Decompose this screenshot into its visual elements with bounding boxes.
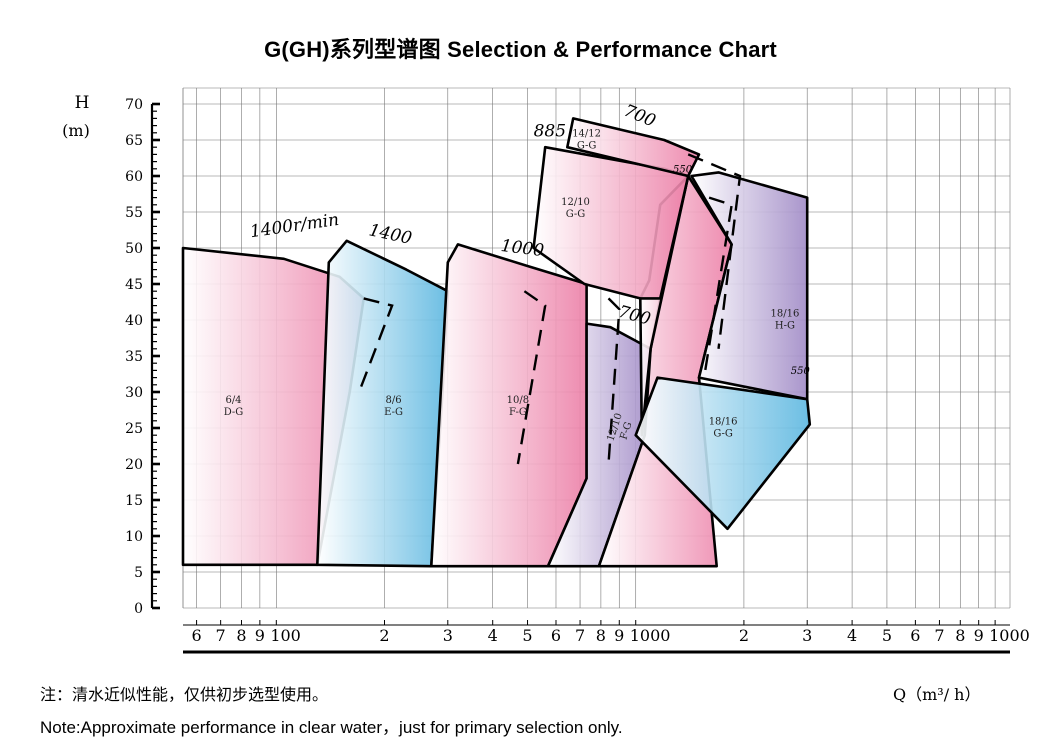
series-label-line: 18/16: [709, 416, 738, 427]
x-tick-label: 1000: [630, 626, 671, 645]
speed-label-7: 550: [791, 366, 811, 377]
x-tick-label: 3: [443, 626, 453, 645]
y-tick-label: 25: [125, 421, 143, 437]
x-tick-label: 7: [934, 626, 944, 645]
x-tick-label: 2: [379, 626, 389, 645]
x-tick-label: 6: [910, 626, 920, 645]
y-tick-label: 60: [125, 169, 143, 185]
speed-label-1: 1400: [367, 220, 414, 249]
series-label-1: 8/6E-G: [384, 395, 403, 418]
speed-label-4: 700: [621, 101, 659, 132]
y-tick-label: 55: [125, 205, 143, 221]
y-tick-label: 10: [125, 529, 143, 545]
x-tick-label: 3: [802, 626, 812, 645]
series-label-line: 14/12: [572, 128, 601, 139]
series-label-line: H-G: [775, 320, 795, 331]
y-axis-unit: (m): [62, 121, 90, 140]
series-label-4: 12/10G-G: [561, 197, 590, 220]
x-tick-label: 7: [575, 626, 585, 645]
series-label-9: 18/16G-G: [709, 416, 738, 439]
dashed-curve-2: [607, 297, 621, 465]
y-tick-label: 70: [125, 97, 143, 113]
series-label-line: 10/8: [507, 395, 529, 406]
y-tick-label: 35: [125, 349, 143, 365]
series-area-9: [634, 376, 812, 531]
series-label-line: D-G: [224, 407, 244, 418]
series-label-line: 18/16: [770, 308, 799, 319]
series-label-line: 6/4: [225, 395, 241, 406]
series-area-1: [316, 239, 450, 568]
y-tick-label: 20: [125, 457, 143, 473]
x-tick-label: 6: [551, 626, 561, 645]
y-tick-label: 15: [125, 493, 143, 509]
x-tick-label: 4: [488, 626, 498, 645]
series-label-7: 14/12G-G: [572, 128, 601, 151]
x-tick-label: 6: [191, 626, 201, 645]
series-label-line: F-G: [619, 421, 635, 441]
series-label-8: 18/16H-G: [770, 308, 799, 331]
series-label-line: G-G: [713, 428, 733, 439]
series-area-6: [532, 145, 690, 300]
x-tick-label: 8: [236, 626, 246, 645]
x-tick-label: 8: [955, 626, 965, 645]
series-label-line: F-G: [509, 407, 527, 418]
y-tick-label: 5: [134, 565, 143, 581]
series-label-line: E-G: [384, 407, 403, 418]
x-tick-label: 7: [216, 626, 226, 645]
speed-label-0: 1400r/min: [249, 210, 341, 242]
note-chinese: 注：清水近似性能，仅供初步选型使用。: [40, 685, 329, 704]
dashed-curves: [357, 153, 742, 465]
x-tick-label: 5: [882, 626, 892, 645]
x-tick-label: 5: [522, 626, 532, 645]
y-tick-label: 0: [134, 601, 143, 617]
y-tick-label: 65: [125, 133, 143, 149]
series-label-line: G-G: [577, 140, 597, 151]
y-tick-label: 40: [125, 313, 143, 329]
speed-label-6: 550: [673, 164, 693, 175]
speed-label-2: 1000: [500, 236, 546, 261]
series-label-0: 6/4D-G: [224, 395, 244, 418]
series-label-2: 10/8F-G: [507, 395, 529, 418]
y-tick-label: 50: [125, 241, 143, 257]
x-tick-label: 8: [596, 626, 606, 645]
x-axis-unit-label: Q（m³/ h）: [893, 685, 981, 704]
dashed-curve-4: [702, 196, 734, 378]
series-label-line: 8/6: [386, 395, 402, 406]
x-tick-label: 4: [847, 626, 857, 645]
y-axis-label: H: [75, 93, 90, 113]
series-areas: [181, 117, 812, 568]
series-label-line: 12/10: [561, 197, 590, 208]
y-tick-label: 45: [125, 277, 143, 293]
x-tick-label: 2: [739, 626, 749, 645]
speed-label-3: 885: [534, 121, 566, 141]
dashed-curve-1: [516, 290, 547, 465]
dashed-curve-0: [357, 297, 394, 393]
y-tick-label: 30: [125, 385, 143, 401]
dashed-curve-3: [687, 153, 742, 349]
series-label-line: G-G: [566, 209, 586, 220]
x-tick-label: 100: [270, 626, 301, 645]
x-tick-label: 9: [614, 626, 624, 645]
note-english: Note:Approximate performance in clear wa…: [40, 718, 623, 737]
x-tick-label: 9: [974, 626, 984, 645]
x-tick-label: 9: [255, 626, 265, 645]
x-tick-label: 1000: [989, 626, 1030, 645]
chart-title: G(GH)系列型谱图 Selection & Performance Chart: [264, 37, 777, 62]
series-area-7: [566, 117, 701, 178]
